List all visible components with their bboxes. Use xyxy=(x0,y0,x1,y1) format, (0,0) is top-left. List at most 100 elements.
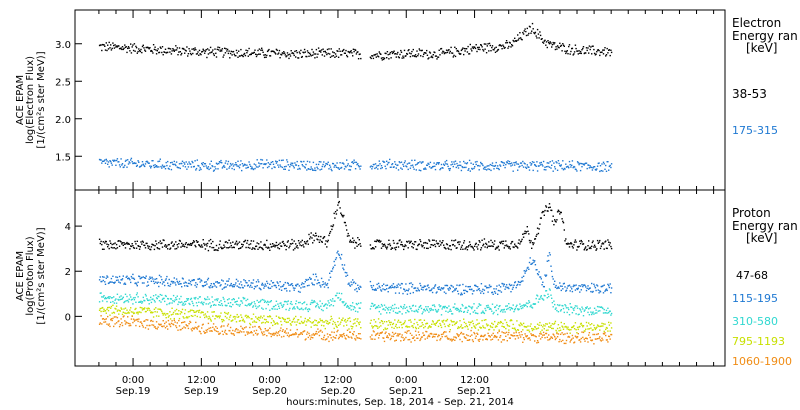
proton-data-point xyxy=(137,281,139,283)
electron-data-point xyxy=(302,165,304,167)
electron-data-point xyxy=(245,167,247,169)
proton-data-point xyxy=(357,333,360,335)
proton-data-point xyxy=(502,322,504,325)
proton-data-point xyxy=(417,289,420,291)
proton-data-point xyxy=(154,301,156,303)
proton-data-point xyxy=(99,322,101,324)
proton-data-point xyxy=(477,288,480,291)
proton-data-point xyxy=(338,336,340,338)
proton-data-point xyxy=(384,332,386,335)
proton-data-point xyxy=(455,287,457,290)
proton-data-point xyxy=(464,248,466,250)
electron-data-point xyxy=(337,167,340,169)
electron-data-point xyxy=(559,164,561,167)
proton-data-point xyxy=(176,322,178,324)
proton-data-point xyxy=(228,329,230,332)
proton-data-point xyxy=(212,326,214,328)
proton-data-point xyxy=(542,298,544,300)
electron-data-point xyxy=(603,49,605,51)
proton-data-point xyxy=(350,281,352,283)
proton-data-point xyxy=(482,292,485,295)
proton-data-point xyxy=(256,334,258,336)
proton-data-point xyxy=(114,323,116,325)
proton-data-point xyxy=(164,327,167,329)
proton-data-point xyxy=(106,243,108,245)
electron-data-point xyxy=(232,50,235,53)
electron-data-point xyxy=(402,55,404,57)
proton-data-point xyxy=(245,246,247,249)
proton-data-point xyxy=(511,241,513,243)
proton-data-point xyxy=(277,303,279,305)
proton-data-point xyxy=(484,327,486,329)
proton-data-point xyxy=(443,246,446,249)
proton-data-point xyxy=(164,294,167,297)
proton-data-point xyxy=(476,319,478,321)
proton-data-point xyxy=(204,297,206,300)
electron-data-point xyxy=(153,166,156,169)
proton-data-point xyxy=(596,239,599,242)
electron-data-point xyxy=(126,51,128,54)
proton-data-point xyxy=(324,327,326,330)
proton-data-point xyxy=(272,324,274,327)
proton-data-point xyxy=(530,333,532,335)
proton-data-point xyxy=(201,311,203,313)
proton-data-point xyxy=(326,304,329,306)
electron-data-point xyxy=(153,48,156,51)
electron-data-point xyxy=(389,51,392,54)
proton-data-point xyxy=(542,281,544,283)
proton-data-point xyxy=(206,331,208,333)
proton-data-point xyxy=(494,335,496,337)
proton-data-point xyxy=(158,315,160,317)
proton-data-point xyxy=(208,240,210,242)
proton-data-point xyxy=(287,332,289,334)
electron-data-point xyxy=(286,55,288,57)
proton-data-point xyxy=(154,326,156,328)
proton-data-point xyxy=(184,312,186,315)
proton-data-point xyxy=(397,286,399,288)
proton-data-point xyxy=(595,338,597,340)
proton-data-point xyxy=(174,321,176,323)
electron-data-point xyxy=(420,169,422,172)
proton-data-point xyxy=(524,272,526,274)
proton-data-point xyxy=(417,324,419,326)
proton-data-point xyxy=(532,243,534,246)
electron-data-point xyxy=(195,169,197,171)
proton-data-point xyxy=(607,330,609,332)
electron-data-point xyxy=(118,45,120,47)
proton-data-point xyxy=(421,245,423,248)
proton-data-point xyxy=(217,298,219,300)
proton-data-point xyxy=(307,336,309,339)
proton-data-point xyxy=(314,319,316,321)
electron-data-point xyxy=(253,163,255,165)
proton-data-point xyxy=(232,246,235,248)
electron-data-point xyxy=(127,163,130,165)
electron-data-point xyxy=(604,47,606,49)
proton-data-point xyxy=(499,241,501,243)
proton-data-point xyxy=(328,279,330,281)
electron-data-point xyxy=(525,34,528,37)
proton-data-point xyxy=(404,307,406,309)
electron-data-point xyxy=(258,48,261,50)
proton-data-point xyxy=(192,315,194,317)
proton-data-point xyxy=(239,287,241,289)
electron-data-point xyxy=(449,50,451,53)
electron-data-point xyxy=(183,161,185,164)
proton-data-point xyxy=(129,323,131,325)
proton-data-point xyxy=(376,333,378,335)
electron-data-point xyxy=(566,50,568,52)
electron-data-point xyxy=(511,44,513,46)
proton-data-point xyxy=(222,319,224,321)
electron-data-point xyxy=(573,51,576,53)
proton-data-point xyxy=(286,328,288,330)
proton-data-point xyxy=(329,334,332,336)
electron-data-point xyxy=(548,41,550,44)
electron-data-point xyxy=(420,55,422,57)
proton-data-point xyxy=(387,336,389,339)
electron-data-point xyxy=(199,167,201,169)
proton-data-point xyxy=(336,252,338,254)
proton-data-point xyxy=(411,242,414,245)
proton-data-point xyxy=(387,243,389,246)
proton-data-point xyxy=(177,329,179,331)
proton-data-point xyxy=(375,240,377,243)
